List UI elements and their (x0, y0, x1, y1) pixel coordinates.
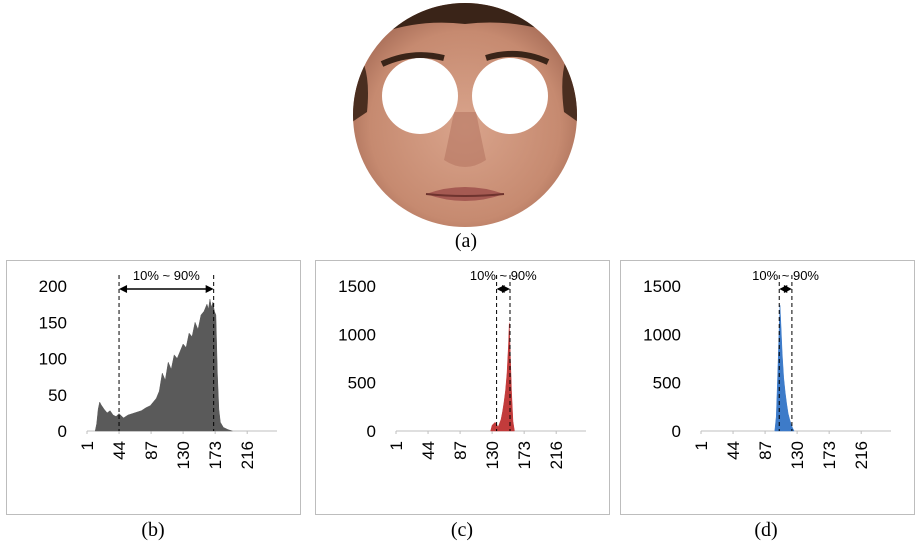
y-tick-label: 100 (39, 350, 67, 369)
range-label: 10% ~ 90% (752, 268, 819, 283)
y-tick-label: 500 (653, 374, 681, 393)
hair-left (353, 47, 368, 122)
x-tick-label: 87 (451, 441, 470, 460)
x-tick-label: 216 (852, 441, 871, 469)
x-tick-label: 173 (206, 441, 225, 469)
y-tick-label: 500 (348, 374, 376, 393)
histogram-area (490, 322, 515, 432)
x-tick-label: 87 (756, 441, 775, 460)
lips (426, 187, 504, 201)
y-tick-label: 0 (58, 422, 67, 441)
x-tick-label: 216 (238, 441, 257, 469)
histogram-b: 0 50 100 150 200 1 44 87 130 173 216 10% ~ 90% (39, 268, 277, 469)
caption-a: (a) (454, 230, 478, 252)
hair-right (562, 42, 577, 122)
range-label: 10% ~ 90% (470, 268, 537, 283)
y-tick-label: 0 (672, 422, 681, 441)
histogram-panel-b: 0 50 100 150 200 1 44 87 130 173 216 10% ~ 90% (6, 260, 301, 515)
face-photo (352, 2, 578, 228)
lip-line (425, 193, 505, 197)
range-arrow-head-right (205, 285, 214, 293)
range-arrow-head-left (119, 285, 128, 293)
y-tick-label: 1000 (643, 325, 681, 344)
x-tick-label: 130 (788, 441, 807, 469)
range-label: 10% ~ 90% (133, 268, 200, 283)
x-tick-label: 216 (547, 441, 566, 469)
eyebrow-left (380, 52, 445, 67)
range-arrow-head-right (502, 285, 510, 293)
y-tick-label: 1000 (338, 325, 376, 344)
x-tick-label: 44 (724, 441, 743, 460)
histogram-area (774, 305, 795, 432)
caption-b: (b) (141, 519, 165, 541)
x-tick-label: 1 (692, 441, 711, 450)
y-tick-label: 1500 (643, 277, 681, 296)
face-image-svg (353, 3, 577, 227)
x-tick-label: 44 (110, 441, 129, 460)
x-tick-label: 1 (78, 441, 97, 450)
x-tick-label: 173 (515, 441, 534, 469)
histogram-panel-c: 0 500 1000 1500 1 44 87 130 173 216 10% ~ 90% (315, 260, 610, 515)
x-tick-label: 173 (820, 441, 839, 469)
y-tick-label: 150 (39, 313, 67, 332)
caption-d: (d) (754, 519, 778, 541)
histogram-c: 0 500 1000 1500 1 44 87 130 173 216 10% ~ 90% (338, 268, 586, 469)
range-arrow-head-right (783, 285, 792, 293)
x-tick-label: 87 (142, 441, 161, 460)
eye-mask-right (472, 58, 548, 134)
histogram-panel-d: 0 500 1000 1500 1 44 87 130 173 216 10% ~ 90% (620, 260, 915, 515)
y-tick-label: 1500 (338, 277, 376, 296)
histogram-area (94, 299, 233, 432)
y-tick-label: 200 (39, 277, 67, 296)
nose (444, 112, 486, 167)
x-tick-label: 1 (387, 441, 406, 450)
eye-mask-left (382, 58, 458, 134)
x-tick-label: 130 (483, 441, 502, 469)
y-tick-label: 50 (48, 386, 67, 405)
x-tick-label: 44 (419, 441, 438, 460)
eyebrow-right (485, 50, 550, 65)
caption-c: (c) (450, 519, 474, 541)
x-tick-label: 130 (174, 441, 193, 469)
y-tick-label: 0 (367, 422, 376, 441)
histogram-d: 0 500 1000 1500 1 44 87 130 173 216 10% ~ 90% (643, 268, 891, 469)
